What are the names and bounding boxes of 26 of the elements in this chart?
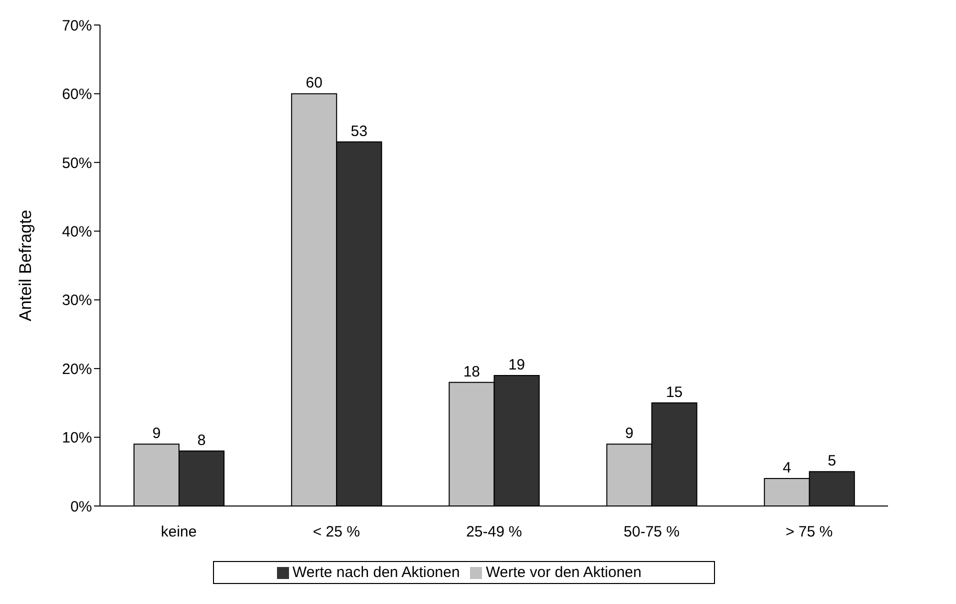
data-label: 9: [152, 425, 161, 442]
y-tick-label: 50%: [62, 154, 92, 172]
y-tick-label: 0%: [70, 498, 92, 516]
y-tick-label: 70%: [62, 17, 92, 34]
y-tick-label: 20%: [62, 360, 92, 378]
x-tick-label: 50-75 %: [624, 524, 680, 541]
data-label: 60: [306, 74, 322, 92]
data-label: 4: [782, 460, 792, 477]
legend-label: Werte nach den Aktionen: [292, 564, 460, 581]
data-label: 18: [463, 363, 480, 380]
y-tick-label: 60%: [62, 86, 92, 104]
y-tick-label: 30%: [62, 292, 92, 310]
data-label: 19: [508, 356, 526, 374]
x-tick-label: keine: [160, 524, 197, 541]
data-label: 53: [350, 122, 368, 140]
data-label: 5: [828, 452, 836, 470]
y-tick-label: 10%: [62, 430, 92, 447]
legend-label: Werte vor den Aktionen: [486, 564, 642, 581]
x-tick-label: 25-49 %: [466, 524, 522, 541]
data-label: 8: [197, 432, 206, 450]
y-axis-title: Anteil Befragte: [16, 210, 36, 322]
data-label: 9: [625, 425, 634, 442]
x-tick-label: < 25 %: [312, 524, 360, 541]
data-label: 15: [666, 384, 683, 401]
x-tick-label: > 75 %: [786, 524, 833, 541]
y-tick-label: 40%: [62, 223, 92, 240]
